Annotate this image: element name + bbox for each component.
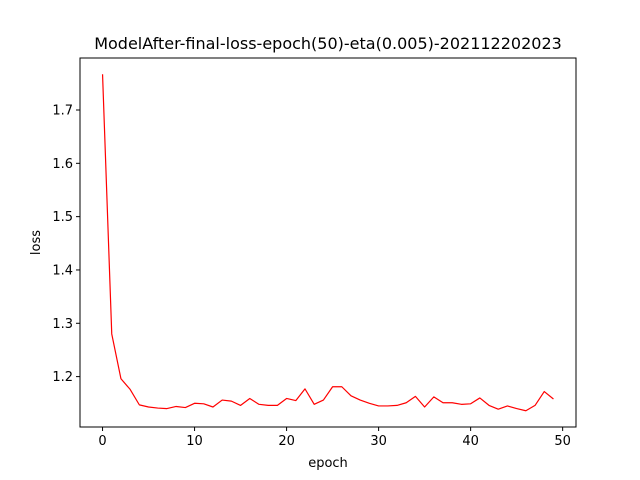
- x-tick-label: 40: [462, 434, 479, 449]
- plot-marks: [101, 74, 554, 412]
- x-axis: 0 10 20 30 40 50: [98, 427, 571, 449]
- series-line-0: [101, 74, 554, 412]
- y-tick-label: 1.6: [52, 157, 73, 172]
- y-tick-label: 1.2: [52, 370, 73, 385]
- y-axis-label: loss: [29, 230, 44, 255]
- x-tick-label: 20: [278, 434, 295, 449]
- x-tick-label: 0: [98, 434, 106, 449]
- y-tick-label: 1.4: [52, 263, 73, 278]
- y-tick-label: 1.3: [52, 317, 73, 332]
- x-axis-label: epoch: [308, 456, 348, 471]
- x-tick-label: 50: [554, 434, 571, 449]
- y-tick-label: 1.7: [52, 103, 73, 118]
- x-tick-label: 10: [186, 434, 203, 449]
- y-tick-label: 1.5: [52, 210, 73, 225]
- x-tick-label: 30: [370, 434, 387, 449]
- plot-frame: [79, 57, 577, 428]
- y-axis: 1.2 1.3 1.4 1.5 1.6 1.7: [52, 103, 80, 385]
- chart-title: ModelAfter-final-loss-epoch(50)-eta(0.00…: [94, 34, 562, 53]
